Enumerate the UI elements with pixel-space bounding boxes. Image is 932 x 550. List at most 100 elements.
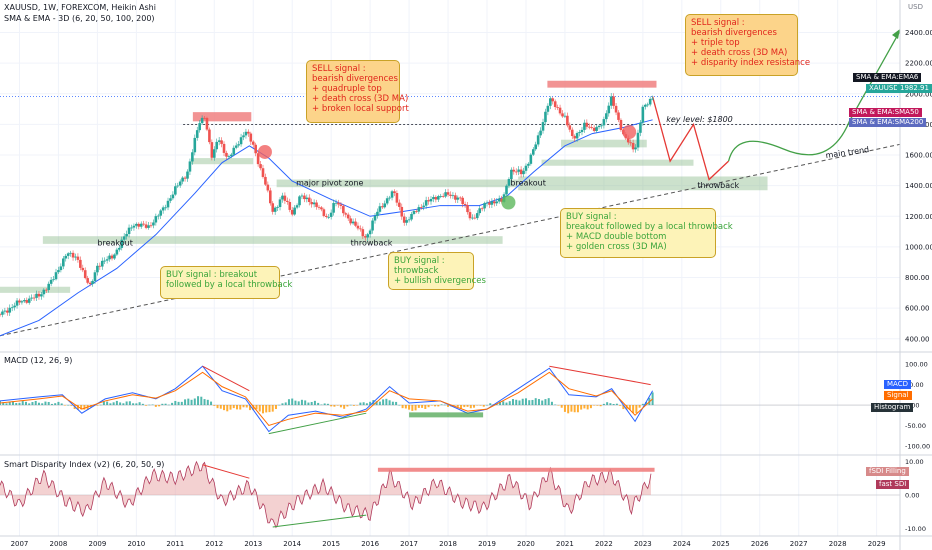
candle-body — [125, 233, 128, 237]
histogram-bar — [115, 400, 118, 406]
candle-body — [176, 185, 180, 187]
macd-title: MACD (12, 26, 9) — [4, 356, 73, 365]
histogram-bar — [18, 402, 21, 406]
candle-body — [20, 301, 24, 303]
candle-body — [127, 227, 131, 234]
candle-body — [356, 225, 360, 229]
candle-body — [30, 297, 33, 299]
histogram-bar — [317, 402, 320, 406]
note-line: bearish divergences — [312, 74, 398, 84]
candle-body — [556, 107, 559, 108]
candle-body — [144, 224, 148, 228]
candle-body — [585, 122, 589, 127]
candle-body — [429, 198, 433, 202]
histogram-bar — [99, 404, 102, 406]
candle-body — [83, 270, 87, 279]
histogram-bar — [291, 398, 294, 406]
candle-body — [54, 272, 58, 280]
histogram-bar — [60, 403, 63, 406]
candle-body — [312, 202, 316, 205]
candle-body — [149, 225, 153, 227]
histogram-bar — [24, 401, 27, 406]
candle-body — [91, 281, 94, 285]
candle-body — [602, 119, 606, 126]
candle-body — [44, 289, 48, 291]
histogram-bar — [460, 405, 463, 409]
note-line: bearish divergences — [691, 28, 777, 38]
candle-body — [188, 161, 192, 172]
histogram-bar — [518, 400, 521, 406]
note-line: + MACD double bottom — [566, 232, 667, 242]
candle-body — [597, 125, 601, 128]
candle-body — [327, 216, 331, 218]
note-line: + disparity index resistance — [691, 58, 811, 68]
candle-body — [310, 201, 313, 205]
histogram-bar — [570, 405, 573, 412]
candle-body — [244, 131, 248, 136]
histogram-bar — [96, 405, 99, 406]
candle-body — [354, 221, 357, 226]
histogram-bar — [482, 405, 485, 407]
x-tick-label: 2014 — [283, 540, 301, 548]
throwback-label-2: throwback — [697, 181, 739, 190]
candle-body — [139, 223, 143, 227]
histogram-bar — [229, 405, 232, 410]
symbol-tag: XAUUSD — [866, 84, 902, 93]
candle-body — [113, 254, 116, 259]
y-tick-label: 400.00 — [905, 335, 930, 343]
histogram-bar — [307, 402, 310, 406]
histogram-bar — [106, 401, 109, 406]
histogram-bar — [2, 402, 5, 406]
buy-signal-circle — [501, 195, 516, 210]
histogram-bar — [125, 401, 128, 406]
candle-body — [100, 260, 104, 267]
y-tick-label: 800.00 — [905, 274, 930, 282]
x-tick-label: 2023 — [634, 540, 652, 548]
histogram-bar — [635, 405, 638, 414]
histogram-bar — [434, 405, 437, 407]
candle-body — [64, 255, 68, 259]
candle-body — [215, 141, 219, 150]
histogram-bar — [499, 401, 501, 406]
histogram-bar — [232, 405, 235, 409]
histogram-bar — [112, 402, 115, 406]
histogram-bar — [258, 405, 261, 412]
histogram-bar — [463, 405, 466, 408]
histogram-bar — [197, 396, 200, 406]
histogram-bar — [21, 401, 24, 406]
histogram-bar — [531, 399, 534, 406]
candle-body — [147, 225, 150, 228]
note-line: followed by a local throwback — [166, 280, 293, 290]
histogram-bar — [359, 402, 362, 406]
candle-body — [132, 225, 136, 228]
candle-body — [417, 207, 421, 212]
histogram-bar — [261, 405, 264, 414]
macd-tag: MACD — [884, 380, 911, 389]
histogram-bar — [356, 405, 359, 406]
candle-body — [18, 300, 21, 303]
candle-body — [422, 205, 426, 208]
sdi-filling-tag: fSDI Filling — [866, 467, 909, 476]
histogram-bar — [5, 403, 8, 406]
histogram-bar — [219, 405, 222, 409]
candle-body — [568, 125, 572, 130]
candle-body — [570, 129, 574, 137]
candle-body — [349, 218, 352, 224]
note-line: SELL signal : — [312, 64, 366, 74]
candle-body — [383, 203, 387, 208]
histogram-bar — [466, 405, 469, 407]
candle-body — [393, 191, 396, 194]
x-tick-label: 2017 — [400, 540, 418, 548]
histogram-bar — [437, 405, 440, 407]
candle-body — [473, 217, 477, 219]
fast-sdi-line — [0, 460, 652, 529]
candle-body — [25, 300, 29, 303]
candle-body — [254, 144, 257, 154]
candle-body — [49, 279, 53, 284]
note-line: + bullish divergences — [394, 276, 486, 286]
candle-body — [8, 307, 12, 313]
candle-body — [534, 144, 538, 150]
candle-body — [517, 169, 520, 172]
signal-tag: Signal — [884, 391, 912, 400]
histogram-bar — [200, 396, 203, 406]
